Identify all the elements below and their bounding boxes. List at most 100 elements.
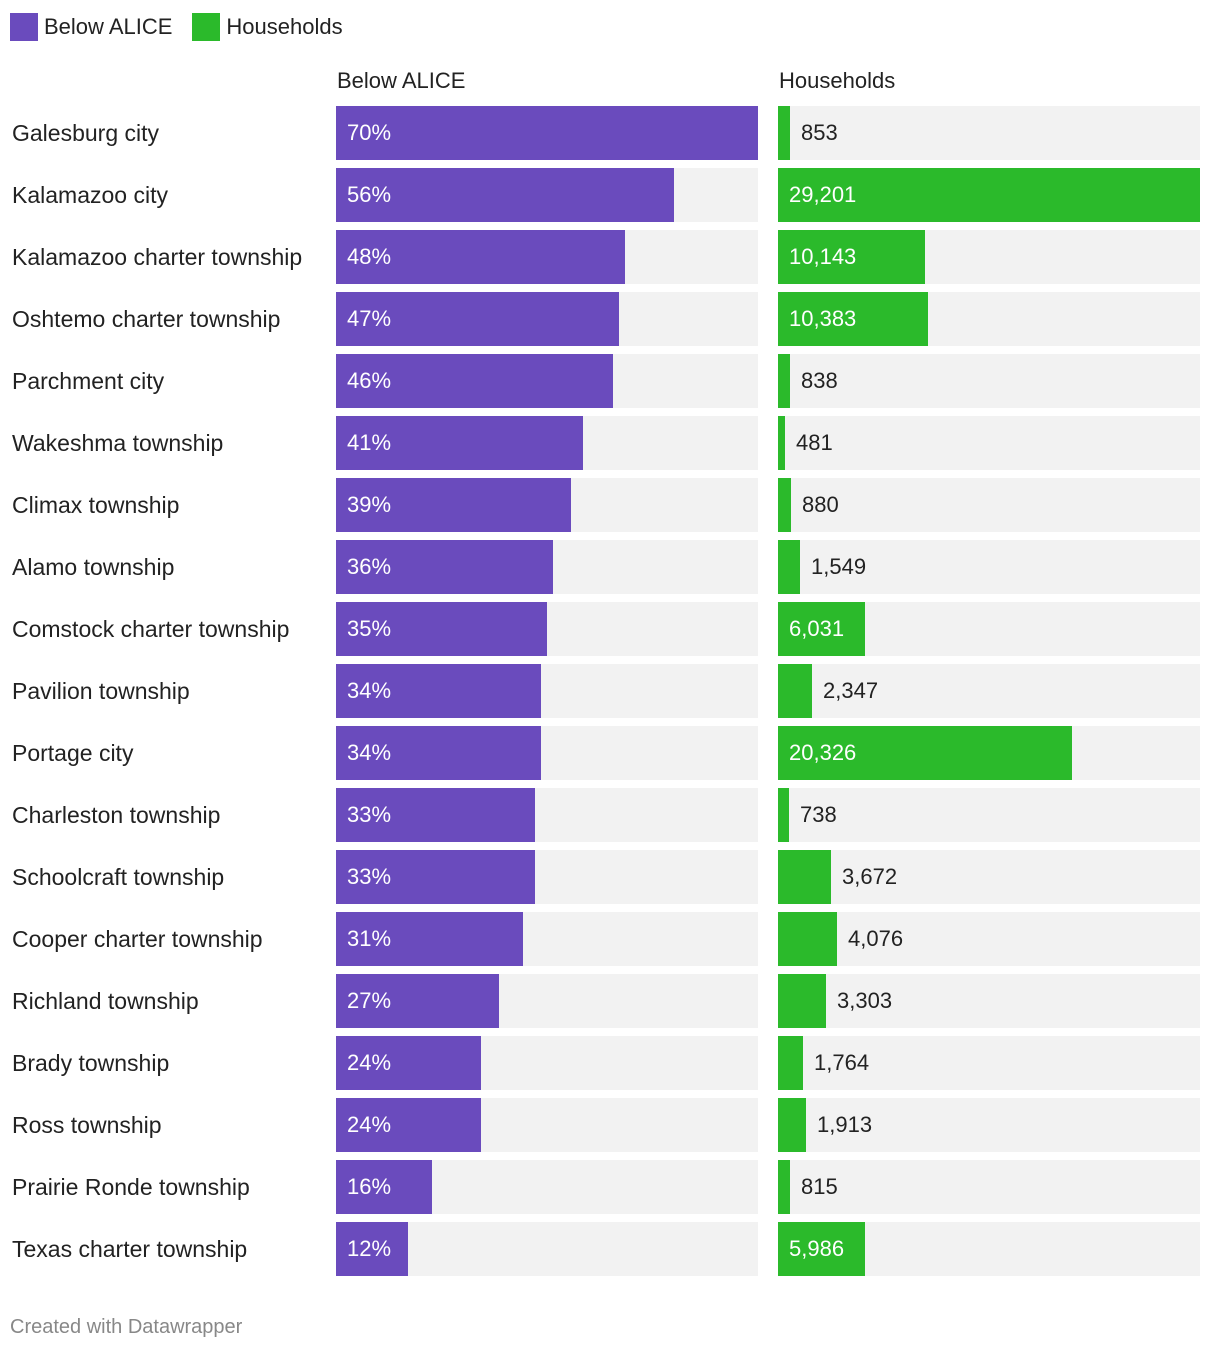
- chart-row: Richland township 27% 3,303: [0, 974, 1220, 1028]
- households-bar: [778, 726, 1072, 780]
- alice-bar: [336, 478, 571, 532]
- chart-row: Prairie Ronde township 16% 815: [0, 1160, 1220, 1214]
- below-alice-track: 35%: [336, 602, 758, 656]
- alice-value-label: 46%: [347, 368, 392, 393]
- households-value-label: 29,201: [789, 182, 857, 207]
- below-alice-track: 34%: [336, 726, 758, 780]
- households-track: 6,031: [778, 602, 1200, 656]
- households-value-label: 10,143: [789, 244, 857, 269]
- category-label: Alamo township: [12, 554, 175, 580]
- category-label: Kalamazoo city: [12, 182, 168, 208]
- below-alice-track: 41%: [336, 416, 758, 470]
- alice-value-label: 34%: [347, 740, 392, 765]
- below-alice-track: 39%: [336, 478, 758, 532]
- footer-credit: Created with Datawrapper: [10, 1316, 243, 1338]
- households-value-label: 10,383: [789, 306, 857, 331]
- households-bar: [778, 478, 791, 532]
- below-alice-track: 24%: [336, 1098, 758, 1152]
- households-track: 1,764: [778, 1036, 1200, 1090]
- alice-value-label: 12%: [347, 1236, 392, 1261]
- chart-row: Cooper charter township 31% 4,076: [0, 912, 1220, 966]
- households-bar: [778, 106, 790, 160]
- households-track: 481: [778, 416, 1200, 470]
- legend-item-households: Households: [192, 13, 343, 41]
- households-bar: [778, 540, 800, 594]
- alice-value-label: 70%: [347, 120, 392, 145]
- category-label: Schoolcraft township: [12, 864, 225, 890]
- households-value-label: 2,347: [823, 678, 879, 703]
- below-alice-track: 12%: [336, 1222, 758, 1276]
- column-header-households: Households: [779, 68, 896, 93]
- category-label: Galesburg city: [12, 120, 160, 146]
- category-label: Comstock charter township: [12, 616, 290, 642]
- households-bar: [778, 416, 785, 470]
- chart-row: Comstock charter township 35% 6,031: [0, 602, 1220, 656]
- households-bar: [778, 788, 789, 842]
- alice-bar: [336, 1098, 481, 1152]
- chart-row: Schoolcraft township 33% 3,672: [0, 850, 1220, 904]
- category-label: Kalamazoo charter township: [12, 244, 303, 270]
- households-track: 1,913: [778, 1098, 1200, 1152]
- below-alice-track: 16%: [336, 1160, 758, 1214]
- households-track: 10,143: [778, 230, 1200, 284]
- households-track: 738: [778, 788, 1200, 842]
- households-value-label: 815: [801, 1174, 838, 1199]
- below-alice-track: 48%: [336, 230, 758, 284]
- households-value-label: 3,672: [842, 864, 898, 889]
- households-track: 838: [778, 354, 1200, 408]
- chart-row: Charleston township 33% 738: [0, 788, 1220, 842]
- below-alice-track: 34%: [336, 664, 758, 718]
- legend: Below ALICE Households: [10, 12, 363, 42]
- alice-bar: [336, 230, 625, 284]
- legend-label-households: Households: [226, 14, 343, 39]
- chart-row: Kalamazoo city 56% 29,201: [0, 168, 1220, 222]
- chart-row: Climax township 39% 880: [0, 478, 1220, 532]
- chart-row: Texas charter township 12% 5,986: [0, 1222, 1220, 1276]
- alice-value-label: 24%: [347, 1112, 392, 1137]
- chart-row: Galesburg city 70% 853: [0, 106, 1220, 160]
- alice-value-label: 41%: [347, 430, 392, 455]
- households-track: 853: [778, 106, 1200, 160]
- below-alice-track: 56%: [336, 168, 758, 222]
- households-track: 1,549: [778, 540, 1200, 594]
- households-value-label: 1,549: [811, 554, 867, 579]
- households-bar: [778, 912, 837, 966]
- households-value-label: 738: [800, 802, 837, 827]
- households-bar: [778, 1222, 865, 1276]
- households-value-label: 4,076: [848, 926, 904, 951]
- households-bar: [778, 1098, 806, 1152]
- alice-value-label: 34%: [347, 678, 392, 703]
- households-bar: [778, 974, 826, 1028]
- below-alice-track: 24%: [336, 1036, 758, 1090]
- households-bar: [778, 850, 831, 904]
- below-alice-track: 33%: [336, 850, 758, 904]
- category-label: Brady township: [12, 1050, 170, 1076]
- households-track: 20,326: [778, 726, 1200, 780]
- households-track: 2,347: [778, 664, 1200, 718]
- legend-swatch-below-alice: [10, 13, 38, 41]
- alice-bar: [336, 850, 535, 904]
- households-bar: [778, 664, 812, 718]
- alice-value-label: 48%: [347, 244, 392, 269]
- households-bar: [778, 292, 928, 346]
- alice-bar: [336, 168, 674, 222]
- alice-bar: [336, 974, 499, 1028]
- legend-item-below-alice: Below ALICE: [10, 13, 172, 41]
- alice-bar: [336, 416, 583, 470]
- chart-row: Brady township 24% 1,764: [0, 1036, 1220, 1090]
- chart-row: Parchment city 46% 838: [0, 354, 1220, 408]
- households-track: 880: [778, 478, 1200, 532]
- alice-value-label: 36%: [347, 554, 392, 579]
- households-value-label: 1,913: [817, 1112, 873, 1137]
- households-bar: [778, 354, 790, 408]
- households-value-label: 838: [801, 368, 838, 393]
- column-header-below-alice: Below ALICE: [337, 68, 466, 93]
- alice-bar: [336, 912, 523, 966]
- households-bar: [778, 602, 865, 656]
- below-alice-track: 33%: [336, 788, 758, 842]
- chart-row: Oshtemo charter township 47% 10,383: [0, 292, 1220, 346]
- category-label: Ross township: [12, 1112, 162, 1138]
- category-label: Oshtemo charter township: [12, 306, 281, 332]
- households-value-label: 5,986: [789, 1236, 845, 1261]
- alice-value-label: 27%: [347, 988, 392, 1013]
